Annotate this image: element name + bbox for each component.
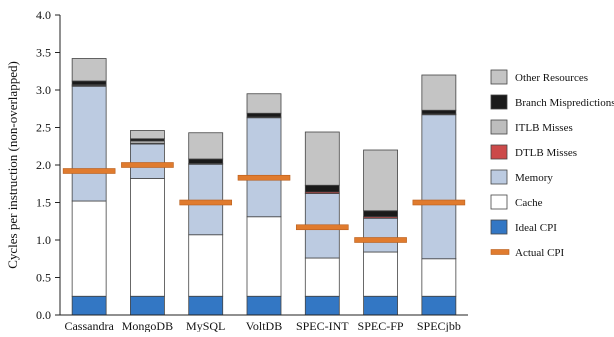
y-tick-label: 0.0 — [36, 308, 51, 322]
actual-cpi-marker-specjbb — [412, 199, 466, 206]
x-tick-label-voltdb: VoltDB — [246, 319, 282, 332]
bar-segment-other-resources-mongodb — [130, 130, 165, 140]
y-tick-label: 0.5 — [36, 271, 51, 285]
x-tick-label-mysql: MySQL — [186, 319, 225, 332]
legend-swatch-ideal-cpi — [490, 219, 508, 235]
bar-segment-other-resources-mysql — [188, 132, 224, 160]
legend: Other Resources Branch Mispredictions ITLB… — [490, 69, 614, 259]
bar-segment-ideal-cpi-voltdb — [246, 295, 282, 316]
x-tick-label-specjbb: SPECjbb — [417, 319, 461, 332]
legend-swatch-memory — [490, 169, 508, 185]
legend-label-actual-cpi: Actual CPI — [515, 247, 565, 259]
y-tick-label: 4.0 — [36, 8, 51, 22]
bar-segment-other-resources-specjbb — [421, 74, 457, 111]
actual-cpi-marker-mysql — [179, 199, 233, 206]
bar-segment-branch-mispredictions-specjbb — [421, 109, 457, 115]
bar-segment-memory-mongodb — [130, 143, 165, 179]
bar-segment-ideal-cpi-spec-fp — [363, 295, 398, 316]
bar-segment-branch-mispredictions-mysql — [188, 158, 224, 164]
bar-segment-cache-voltdb — [246, 216, 282, 297]
y-tick-label: 3.0 — [36, 83, 51, 97]
bar-segment-memory-spec-fp — [363, 217, 398, 253]
bar-segment-memory-mysql — [188, 163, 224, 236]
x-tick-label-cassandra: Cassandra — [64, 319, 114, 332]
bar-segment-ideal-cpi-specjbb — [421, 295, 457, 316]
axes: Cassandra MongoDB MySQL VoltDB SPEC-INT SPEC-… — [36, 8, 468, 333]
bar-segment-ideal-cpi-mongodb — [130, 295, 165, 316]
legend-label-cache: Cache — [515, 197, 543, 209]
plot-area — [62, 58, 466, 316]
actual-cpi-marker-spec-fp — [354, 237, 407, 243]
legend-label-other-resources: Other Resources — [515, 72, 588, 84]
x-tick-label-spec-int: SPEC-INT — [296, 319, 349, 332]
bar-segment-ideal-cpi-cassandra — [71, 295, 107, 316]
legend-label-branch-mispredictions: Branch Mispredictions — [515, 97, 614, 109]
bar-segment-cache-mysql — [188, 234, 224, 297]
bar-segment-cache-cassandra — [71, 200, 107, 297]
legend-swatch-actual-cpi — [490, 249, 510, 255]
legend-label-dtlb-misses: DTLB Misses — [515, 147, 577, 159]
bar-segment-cache-spec-fp — [363, 251, 398, 297]
legend-label-ideal-cpi: Ideal CPI — [515, 222, 557, 234]
actual-cpi-marker-cassandra — [62, 168, 116, 174]
actual-cpi-marker-voltdb — [237, 174, 291, 181]
bar-segment-branch-mispredictions-spec-fp — [363, 210, 398, 218]
y-tick-label: 3.5 — [36, 46, 51, 60]
bar-segment-ideal-cpi-spec-int — [304, 295, 340, 316]
bar-segment-other-resources-voltdb — [246, 93, 282, 114]
bar-segment-ideal-cpi-mysql — [188, 295, 224, 316]
bar-segment-cache-spec-int — [304, 257, 340, 297]
legend-swatch-branch-mispredictions — [490, 94, 508, 110]
bar-segment-memory-cassandra — [71, 85, 107, 202]
y-tick-label: 1.5 — [36, 196, 51, 210]
legend-label-itlb-misses: ITLB Misses — [515, 122, 573, 134]
bar-segment-memory-voltdb — [246, 117, 282, 218]
bar-segment-branch-mispredictions-voltdb — [246, 112, 282, 118]
actual-cpi-marker-spec-int — [295, 224, 349, 231]
y-tick-label: 2.0 — [36, 158, 51, 172]
y-tick-label: 2.5 — [36, 121, 51, 135]
actual-cpi-marker-mongodb — [121, 162, 174, 168]
bar-segment-other-resources-spec-fp — [363, 149, 398, 212]
bar-segment-other-resources-cassandra — [71, 58, 107, 82]
bar-segment-other-resources-spec-int — [304, 131, 340, 186]
legend-label-memory: Memory — [515, 172, 553, 184]
bar-segment-cache-specjbb — [421, 258, 457, 297]
y-axis-title: Cycles per instruction (non-overlapped) — [5, 61, 20, 269]
legend-swatch-other-resources — [490, 69, 508, 85]
legend-swatch-itlb-misses — [490, 119, 508, 135]
x-tick-label-spec-fp: SPEC-FP — [358, 319, 404, 332]
y-tick-label: 1.0 — [36, 233, 51, 247]
legend-swatch-cache — [490, 194, 508, 210]
legend-swatch-dtlb-misses — [490, 144, 508, 160]
x-tick-label-mongodb: MongoDB — [122, 319, 173, 332]
bar-segment-cache-mongodb — [130, 178, 165, 297]
bar-segment-memory-specjbb — [421, 114, 457, 260]
bar-segment-branch-mispredictions-cassandra — [71, 80, 107, 86]
bar-segment-branch-mispredictions-spec-int — [304, 184, 340, 193]
